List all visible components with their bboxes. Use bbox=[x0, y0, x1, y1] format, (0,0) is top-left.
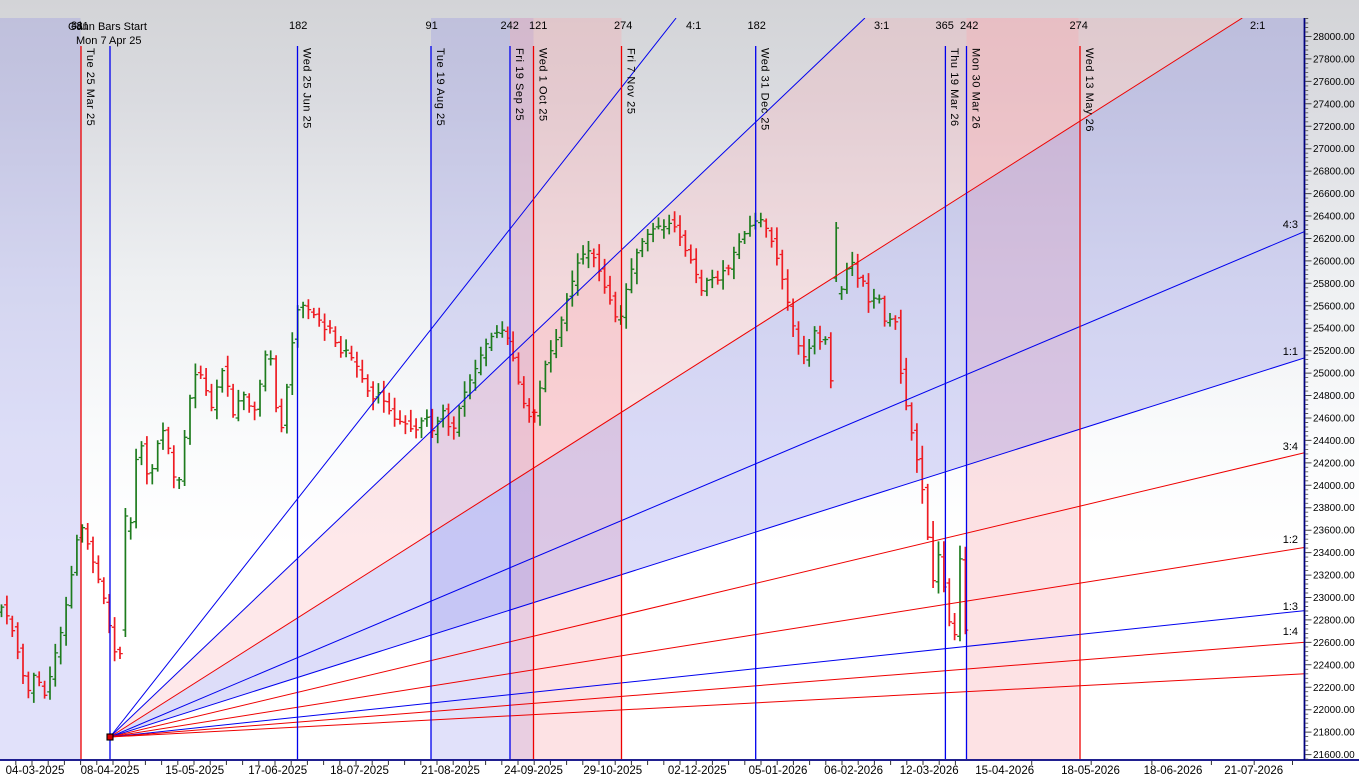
svg-text:Thu 19 Mar 26: Thu 19 Mar 26 bbox=[948, 48, 960, 127]
svg-text:22400.00: 22400.00 bbox=[1313, 660, 1355, 671]
svg-text:27200.00: 27200.00 bbox=[1313, 122, 1355, 133]
svg-text:121: 121 bbox=[529, 20, 547, 32]
svg-text:3:1: 3:1 bbox=[874, 20, 889, 32]
svg-text:Wed 31 Dec 25: Wed 31 Dec 25 bbox=[759, 48, 771, 131]
svg-text:25800.00: 25800.00 bbox=[1313, 279, 1355, 290]
svg-text:22000.00: 22000.00 bbox=[1313, 705, 1355, 716]
svg-text:24400.00: 24400.00 bbox=[1313, 436, 1355, 447]
svg-text:24600.00: 24600.00 bbox=[1313, 414, 1355, 425]
svg-text:Fri 19 Sep 25: Fri 19 Sep 25 bbox=[513, 48, 525, 121]
svg-text:27800.00: 27800.00 bbox=[1313, 54, 1355, 65]
svg-text:23600.00: 23600.00 bbox=[1313, 526, 1355, 537]
svg-text:365: 365 bbox=[936, 20, 954, 32]
svg-text:25200.00: 25200.00 bbox=[1313, 346, 1355, 357]
svg-text:26600.00: 26600.00 bbox=[1313, 189, 1355, 200]
svg-text:28000.00: 28000.00 bbox=[1313, 32, 1355, 43]
svg-text:242: 242 bbox=[501, 20, 519, 32]
svg-text:27000.00: 27000.00 bbox=[1313, 144, 1355, 155]
svg-text:Wed 25 Jun 25: Wed 25 Jun 25 bbox=[300, 48, 312, 129]
svg-text:22800.00: 22800.00 bbox=[1313, 615, 1355, 626]
svg-text:Tue 25 Mar 25: Tue 25 Mar 25 bbox=[84, 48, 96, 126]
svg-text:1:2: 1:2 bbox=[1283, 534, 1298, 546]
svg-text:15-04-2026: 15-04-2026 bbox=[975, 765, 1034, 777]
svg-text:4:3: 4:3 bbox=[1283, 219, 1298, 231]
svg-text:Wed 1 Oct 25: Wed 1 Oct 25 bbox=[536, 48, 548, 122]
svg-text:274: 274 bbox=[614, 20, 632, 32]
svg-text:24-09-2025: 24-09-2025 bbox=[504, 765, 563, 777]
svg-text:12-03-2026: 12-03-2026 bbox=[900, 765, 959, 777]
svg-text:26800.00: 26800.00 bbox=[1313, 167, 1355, 178]
svg-text:81: 81 bbox=[71, 20, 83, 32]
svg-text:18-07-2025: 18-07-2025 bbox=[330, 765, 389, 777]
svg-text:Tue 19 Aug 25: Tue 19 Aug 25 bbox=[434, 48, 446, 126]
svg-text:81: 81 bbox=[77, 21, 89, 33]
svg-text:06-02-2026: 06-02-2026 bbox=[824, 765, 883, 777]
svg-text:25400.00: 25400.00 bbox=[1313, 324, 1355, 335]
svg-text:1:3: 1:3 bbox=[1283, 601, 1298, 613]
svg-text:Fri 7 Nov 25: Fri 7 Nov 25 bbox=[624, 48, 636, 115]
svg-text:182: 182 bbox=[289, 20, 307, 32]
svg-text:1:4: 1:4 bbox=[1283, 626, 1298, 638]
svg-text:25000.00: 25000.00 bbox=[1313, 369, 1355, 380]
svg-text:15-05-2025: 15-05-2025 bbox=[165, 765, 224, 777]
svg-text:05-01-2026: 05-01-2026 bbox=[749, 765, 808, 777]
svg-text:242: 242 bbox=[960, 20, 978, 32]
svg-text:23400.00: 23400.00 bbox=[1313, 548, 1355, 559]
svg-text:26200.00: 26200.00 bbox=[1313, 234, 1355, 245]
svg-text:26000.00: 26000.00 bbox=[1313, 256, 1355, 267]
svg-text:1:1: 1:1 bbox=[1283, 346, 1298, 358]
svg-text:02-12-2025: 02-12-2025 bbox=[668, 765, 727, 777]
svg-text:29-10-2025: 29-10-2025 bbox=[583, 765, 642, 777]
svg-text:Wed 13 May 26: Wed 13 May 26 bbox=[1083, 48, 1095, 132]
svg-text:26400.00: 26400.00 bbox=[1313, 212, 1355, 223]
svg-text:22600.00: 22600.00 bbox=[1313, 638, 1355, 649]
svg-text:22200.00: 22200.00 bbox=[1313, 683, 1355, 694]
svg-text:91: 91 bbox=[426, 20, 438, 32]
svg-text:27600.00: 27600.00 bbox=[1313, 77, 1355, 88]
svg-text:2:1: 2:1 bbox=[1250, 20, 1265, 32]
svg-text:24800.00: 24800.00 bbox=[1313, 391, 1355, 402]
svg-text:21-08-2025: 21-08-2025 bbox=[421, 765, 480, 777]
svg-text:08-04-2025: 08-04-2025 bbox=[81, 765, 140, 777]
svg-text:23000.00: 23000.00 bbox=[1313, 593, 1355, 604]
svg-text:27400.00: 27400.00 bbox=[1313, 99, 1355, 110]
svg-text:23200.00: 23200.00 bbox=[1313, 571, 1355, 582]
svg-text:17-06-2025: 17-06-2025 bbox=[248, 765, 307, 777]
svg-text:Gann Bars Start: Gann Bars Start bbox=[68, 21, 147, 33]
svg-text:21800.00: 21800.00 bbox=[1313, 728, 1355, 739]
svg-text:Mon 30 Mar 26: Mon 30 Mar 26 bbox=[969, 48, 981, 129]
svg-text:274: 274 bbox=[1070, 20, 1088, 32]
svg-text:21600.00: 21600.00 bbox=[1313, 750, 1355, 761]
svg-text:23800.00: 23800.00 bbox=[1313, 503, 1355, 514]
svg-text:04-03-2025: 04-03-2025 bbox=[6, 765, 65, 777]
svg-text:18-06-2026: 18-06-2026 bbox=[1144, 765, 1203, 777]
svg-text:Mon 7 Apr 25: Mon 7 Apr 25 bbox=[76, 35, 141, 47]
svg-text:4:1: 4:1 bbox=[686, 20, 701, 32]
svg-text:18-05-2026: 18-05-2026 bbox=[1061, 765, 1120, 777]
svg-text:21-07-2026: 21-07-2026 bbox=[1224, 765, 1283, 777]
svg-text:24200.00: 24200.00 bbox=[1313, 458, 1355, 469]
svg-text:3:4: 3:4 bbox=[1283, 441, 1298, 453]
svg-text:24000.00: 24000.00 bbox=[1313, 481, 1355, 492]
svg-text:25600.00: 25600.00 bbox=[1313, 301, 1355, 312]
svg-text:182: 182 bbox=[748, 20, 766, 32]
